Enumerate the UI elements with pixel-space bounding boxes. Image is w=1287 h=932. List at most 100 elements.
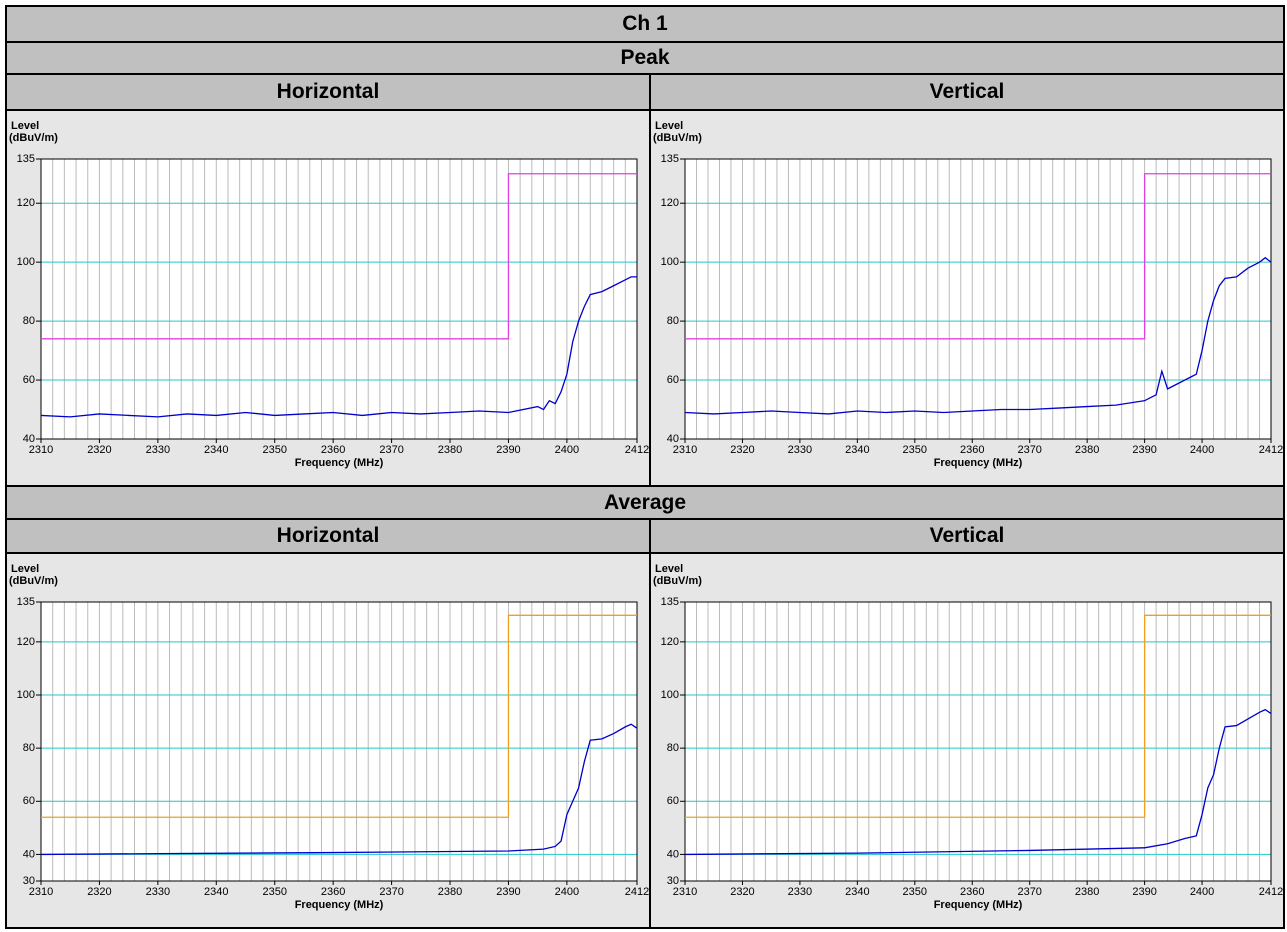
x-tick-label: 2320	[87, 886, 111, 898]
panel-header: Horizontal	[5, 518, 651, 554]
x-tick-label: 2360	[960, 444, 984, 456]
x-tick-label: 2370	[379, 886, 403, 898]
x-tick-label: 2412	[625, 444, 649, 456]
x-tick-label: 2380	[438, 444, 462, 456]
trace	[684, 708, 1272, 856]
y-tick-label: 100	[661, 256, 679, 268]
x-tick-label: 2340	[204, 444, 228, 456]
x-tick-label: 2330	[146, 444, 170, 456]
plot-border	[40, 601, 638, 882]
y-axis-unit: (dBuV/m)	[653, 575, 702, 587]
chart-panel: 40 60 80 100 120 135 2310 2320 2330 2340 2350 2360 2…	[5, 109, 651, 487]
y-tick-label: 60	[23, 374, 35, 386]
panel-header: Horizontal	[5, 73, 651, 111]
x-tick-label: 2370	[1017, 886, 1041, 898]
x-axis-label: Frequency (MHz)	[934, 457, 1023, 469]
y-tick-label: 60	[667, 374, 679, 386]
chart: 40 60 80 100 120 135 2310 2320 2330 2340 2350 2360 2…	[9, 120, 649, 469]
y-tick-label: 135	[661, 153, 679, 165]
x-axis-label: Frequency (MHz)	[295, 899, 384, 911]
x-tick-label: 2380	[1075, 444, 1099, 456]
plot-area	[41, 159, 637, 439]
chart: 30 40 60 80 100 120 135 2310 2320 2330 2340 2350 236…	[653, 563, 1283, 911]
chart: 30 40 60 80 100 120 135 2310 2320 2330 2340 2350 236…	[9, 563, 649, 911]
x-tick-label: 2390	[1132, 886, 1156, 898]
panel-header: Vertical	[649, 518, 1285, 554]
x-axis-label: Frequency (MHz)	[934, 899, 1023, 911]
x-tick-label: 2412	[625, 886, 649, 898]
trace	[40, 276, 637, 418]
y-tick-label: 30	[23, 875, 35, 887]
trace	[684, 256, 1272, 415]
y-tick-label: 40	[23, 848, 35, 860]
section-header: Peak	[5, 41, 1285, 75]
y-tick-label: 60	[667, 795, 679, 807]
y-tick-label: 80	[23, 315, 35, 327]
trace	[40, 723, 638, 856]
x-tick-label: 2400	[1190, 886, 1214, 898]
x-tick-label: 2320	[730, 886, 754, 898]
y-axis-label: Level	[11, 563, 39, 575]
trace	[41, 614, 637, 818]
y-axis-label: Level	[655, 563, 683, 575]
y-tick-label: 30	[667, 875, 679, 887]
y-axis-unit: (dBuV/m)	[9, 575, 58, 587]
y-tick-label: 120	[661, 636, 679, 648]
x-tick-label: 2340	[845, 444, 869, 456]
plot-area	[685, 159, 1271, 439]
y-tick-label: 60	[23, 795, 35, 807]
plot-border	[40, 158, 638, 440]
x-tick-label: 2380	[1075, 886, 1099, 898]
y-tick-label: 120	[17, 197, 35, 209]
y-tick-label: 135	[661, 596, 679, 608]
x-tick-label: 2330	[788, 444, 812, 456]
chart: 40 60 80 100 120 135 2310 2320 2330 2340 2350 2360 2…	[653, 120, 1283, 469]
x-tick-label: 2320	[87, 444, 111, 456]
y-axis-unit: (dBuV/m)	[653, 132, 702, 144]
chart-panel: 30 40 60 80 100 120 135 2310 2320 2330 2340 2350 236…	[5, 552, 651, 929]
trace	[685, 614, 1271, 818]
plot-area	[685, 602, 1271, 881]
x-tick-label: 2370	[1017, 444, 1041, 456]
y-tick-label: 40	[667, 848, 679, 860]
section-header: Average	[5, 485, 1285, 520]
x-tick-label: 2330	[788, 886, 812, 898]
chart-panel: 40 60 80 100 120 135 2310 2320 2330 2340 2350 2360 2…	[649, 109, 1285, 487]
x-tick-label: 2412	[1259, 444, 1283, 456]
x-tick-label: 2350	[903, 886, 927, 898]
y-tick-label: 120	[661, 197, 679, 209]
x-tick-label: 2340	[204, 886, 228, 898]
x-tick-label: 2330	[146, 886, 170, 898]
channel-header: Ch 1	[5, 5, 1285, 43]
x-tick-label: 2350	[262, 444, 286, 456]
x-tick-label: 2310	[29, 444, 53, 456]
trace	[685, 173, 1271, 340]
x-tick-label: 2390	[496, 886, 520, 898]
y-tick-label: 40	[667, 433, 679, 445]
x-tick-label: 2340	[845, 886, 869, 898]
x-tick-label: 2412	[1259, 886, 1283, 898]
y-tick-label: 120	[17, 636, 35, 648]
x-tick-label: 2310	[673, 886, 697, 898]
x-tick-label: 2380	[438, 886, 462, 898]
panel-header: Vertical	[649, 73, 1285, 111]
y-tick-label: 80	[667, 742, 679, 754]
x-tick-label: 2400	[1190, 444, 1214, 456]
x-tick-label: 2400	[555, 886, 579, 898]
y-tick-label: 80	[667, 315, 679, 327]
x-tick-label: 2370	[379, 444, 403, 456]
x-tick-label: 2360	[960, 886, 984, 898]
chart-panel: 30 40 60 80 100 120 135 2310 2320 2330 2340 2350 236…	[649, 552, 1285, 929]
x-tick-label: 2360	[321, 886, 345, 898]
plot-border	[684, 601, 1272, 882]
x-tick-label: 2350	[903, 444, 927, 456]
y-tick-label: 100	[17, 689, 35, 701]
y-tick-label: 80	[23, 742, 35, 754]
x-tick-label: 2310	[29, 886, 53, 898]
y-tick-label: 40	[23, 433, 35, 445]
x-tick-label: 2360	[321, 444, 345, 456]
x-tick-label: 2390	[496, 444, 520, 456]
x-tick-label: 2390	[1132, 444, 1156, 456]
trace	[41, 173, 637, 340]
y-tick-label: 100	[661, 689, 679, 701]
